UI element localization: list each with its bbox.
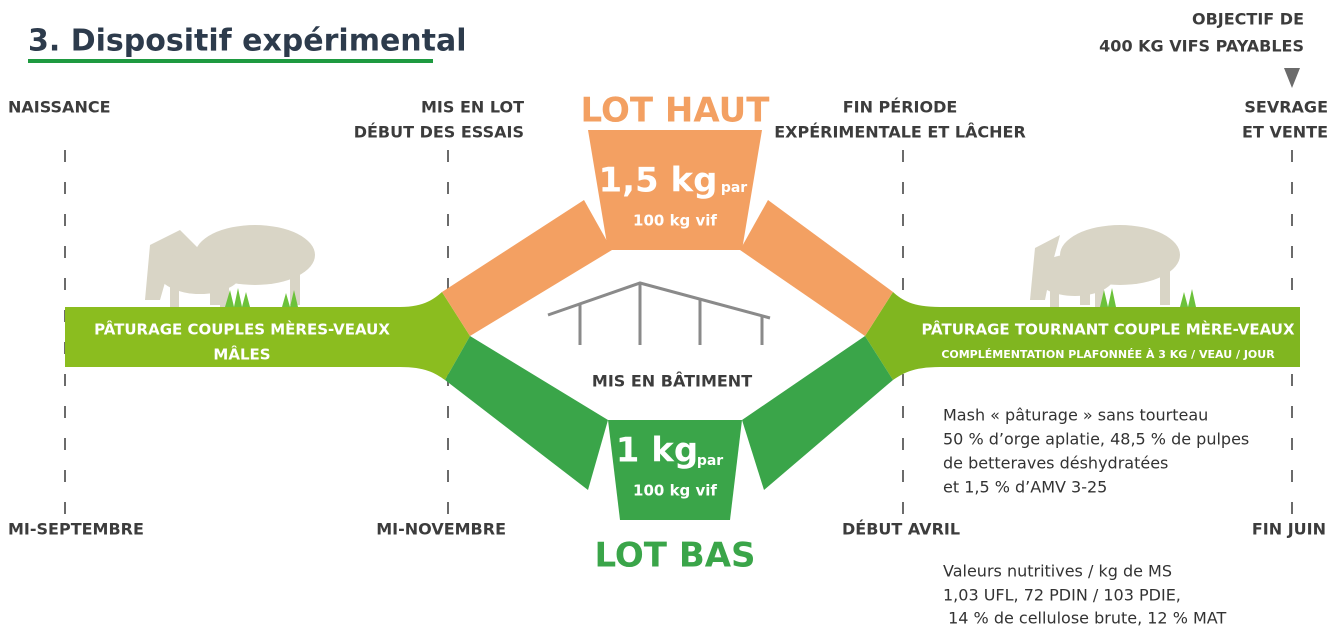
title: 3. Dispositif expérimental (28, 24, 467, 59)
date-label: DÉBUT AVRIL (842, 520, 960, 539)
ration-amount: 1,5 kg (598, 161, 717, 201)
milestone: EXPÉRIMENTALE ET LÂCHER (774, 123, 1026, 142)
phase-label: PÂTURAGE TOURNANT COUPLE MÈRE-VEAUX (921, 320, 1295, 339)
mash-text: de betteraves déshydratées (943, 454, 1168, 473)
mash-text: 50 % d’orge aplatie, 48,5 % de pulpes (943, 430, 1249, 449)
phase-label: MÂLES (213, 345, 270, 364)
cow-illustration (145, 225, 315, 307)
mash-text: Mash « pâturage » sans tourteau (943, 406, 1208, 425)
cow-illustration (1030, 225, 1196, 307)
date-label: MI-SEPTEMBRE (8, 520, 144, 539)
ration-basis: 100 kg vif (633, 482, 717, 500)
phase-label: PÂTURAGE COUPLES MÈRES-VEAUX (94, 320, 390, 339)
barn-label: MIS EN BÂTIMENT (592, 372, 752, 391)
milestone: MIS EN LOT (421, 98, 524, 117)
date-label: MI-NOVEMBRE (376, 520, 506, 539)
nutritive-text: 1,03 UFL, 72 PDIN / 103 PDIE, (943, 586, 1181, 605)
objective: OBJECTIF DE (1192, 10, 1304, 29)
date-label: FIN JUIN (1252, 520, 1326, 539)
milestone: SEVRAGE (1244, 98, 1328, 117)
nutritive-text: 14 % de cellulose brute, 12 % MAT (943, 609, 1226, 628)
milestone: DÉBUT DES ESSAIS (354, 123, 524, 142)
objective-arrow (1284, 68, 1300, 88)
title-underline (28, 59, 433, 63)
ration-basis: 100 kg vif (633, 212, 717, 230)
milestone: FIN PÉRIODE (843, 98, 958, 117)
ration-amount: 1 kg (616, 431, 698, 471)
objective: 400 KG VIFS PAYABLES (1099, 37, 1304, 56)
lot-label: LOT HAUT (581, 91, 771, 131)
lot-haut-arm (442, 200, 612, 336)
diagram: 3. Dispositif expérimental OBJECTIF DE 4… (0, 0, 1332, 629)
ration-per: par (697, 453, 723, 469)
milestone: NAISSANCE (8, 98, 111, 117)
lot-bas-arm (445, 336, 608, 490)
phase-sublabel: COMPLÉMENTATION PLAFONNÉE À 3 KG / VEAU … (941, 348, 1275, 361)
milestone: ET VENTE (1242, 123, 1328, 142)
lot-label: LOT BAS (594, 536, 755, 576)
lot-bas-arm (742, 336, 893, 490)
barn-icon (548, 283, 770, 345)
ration-per: par (721, 180, 747, 196)
mash-text: et 1,5 % d’AMV 3-25 (943, 478, 1107, 497)
nutritive-text: Valeurs nutritives / kg de MS (943, 562, 1172, 581)
